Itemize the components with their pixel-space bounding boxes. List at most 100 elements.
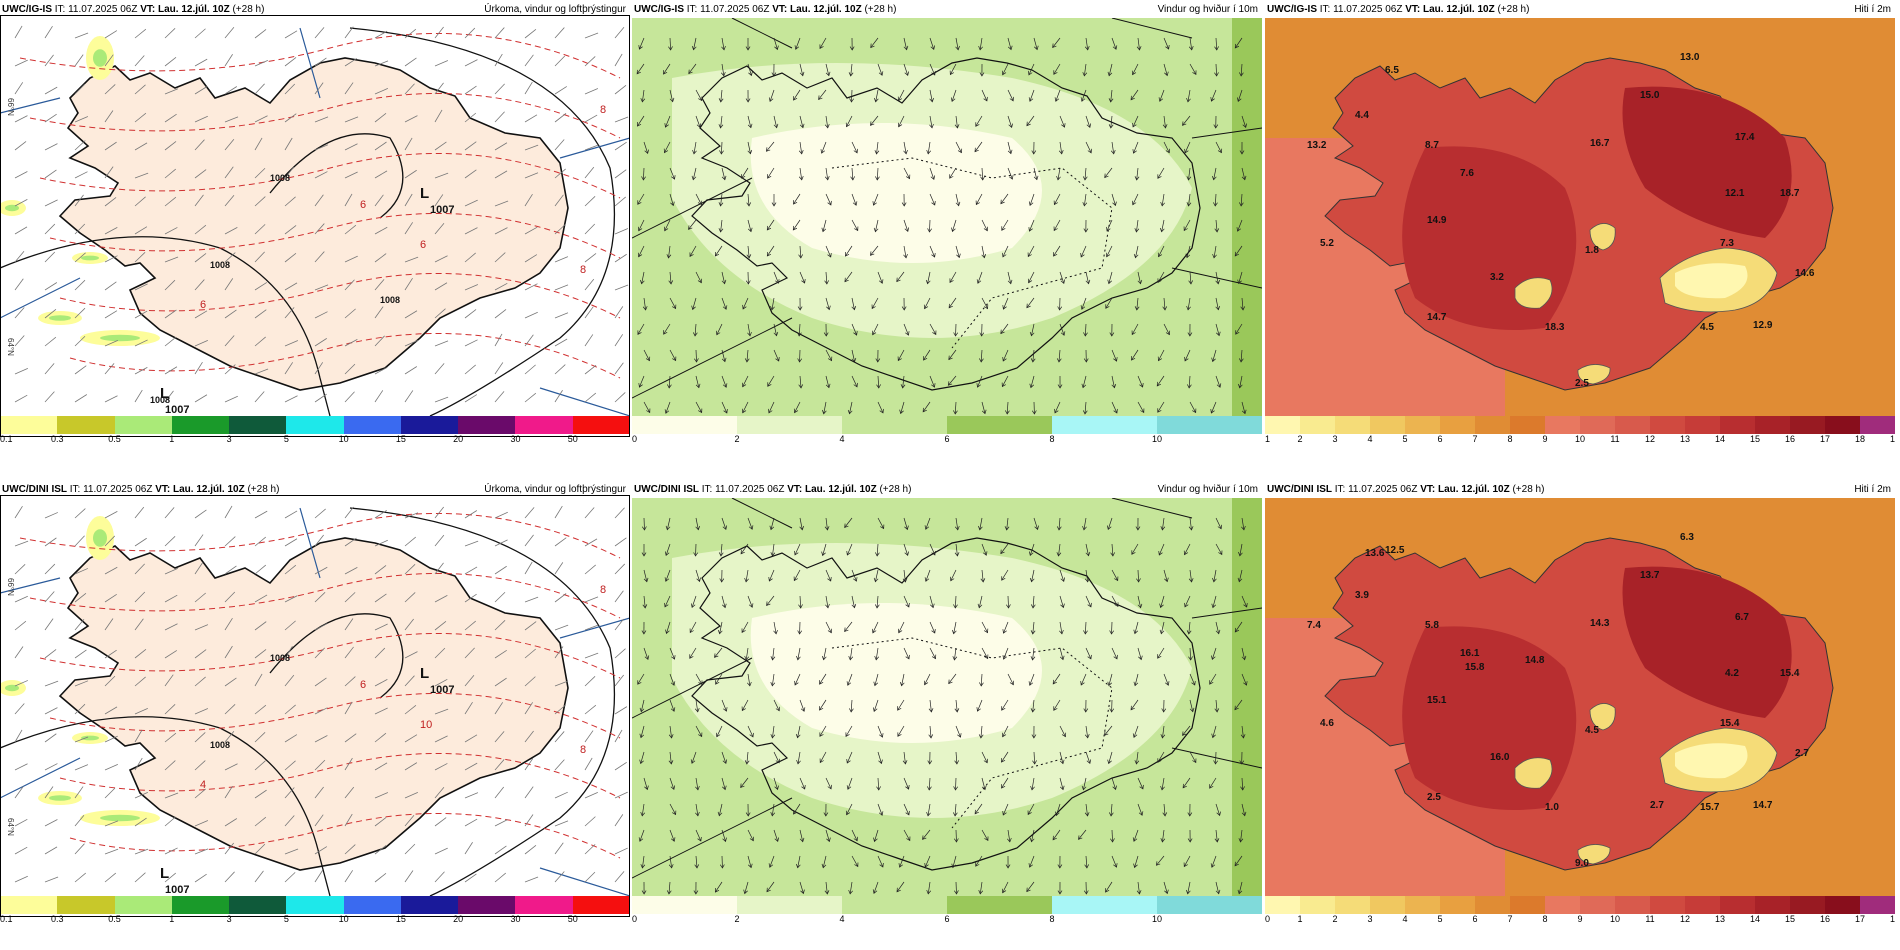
wind-arrow xyxy=(1137,881,1140,894)
wind-arrow xyxy=(773,323,777,336)
wind-arrow-head xyxy=(1160,526,1166,531)
wind-arrow-head xyxy=(954,552,960,557)
wind-barb xyxy=(584,791,598,799)
wind-arrow-head xyxy=(1112,785,1117,791)
wind-arrow-head xyxy=(1239,150,1245,155)
isotherm-label: 8 xyxy=(600,584,606,596)
wind-barb xyxy=(164,390,174,403)
legend-tick-label: 16 xyxy=(1819,914,1831,924)
wind-arrow-head xyxy=(770,552,776,557)
wind-arrow-head xyxy=(1113,408,1118,414)
wind-barb xyxy=(284,252,297,263)
wind-arrow xyxy=(955,881,957,895)
wind-barb xyxy=(134,172,149,179)
wind-arrow xyxy=(948,297,957,309)
wind-arrow xyxy=(1158,349,1165,361)
wind-arrow-head xyxy=(1132,200,1137,206)
wind-arrow xyxy=(1162,725,1165,738)
wind-barb xyxy=(434,60,449,67)
temperature-value: 7.4 xyxy=(1307,620,1321,631)
wind-arrow xyxy=(1162,517,1165,530)
wind-barb xyxy=(104,649,117,659)
wind-arrow xyxy=(746,349,749,362)
wind-arrow-head xyxy=(693,552,699,557)
wind-arrow-head xyxy=(773,123,779,129)
wind-barb xyxy=(404,564,416,575)
wind-arrow xyxy=(637,193,645,205)
wind-arrow xyxy=(929,621,936,634)
wind-arrow xyxy=(981,245,985,258)
wind-arrow-head xyxy=(721,279,727,285)
legend-colorbar xyxy=(0,416,630,434)
wind-barb xyxy=(194,253,207,263)
wind-arrow xyxy=(797,725,801,738)
legend-tick-label: 3 xyxy=(1367,914,1373,924)
panel-title: Vindur og hviður í 10m xyxy=(1157,484,1258,495)
wind-arrow-head xyxy=(1217,148,1223,154)
temperature-value: 15.1 xyxy=(1427,695,1447,706)
wind-barb xyxy=(524,226,538,235)
wind-arrow-head xyxy=(1055,811,1060,817)
wind-arrow-head xyxy=(793,810,798,815)
wind-barb xyxy=(344,116,359,123)
wind-arrow xyxy=(818,89,827,100)
wind-arrow xyxy=(695,855,698,868)
wind-arrow-head xyxy=(976,383,981,388)
wind-barb xyxy=(194,649,207,659)
wind-arrow xyxy=(929,63,936,76)
legend-tick-label: 0 xyxy=(632,914,638,924)
wind-arrow xyxy=(929,245,935,258)
wind-barb xyxy=(374,762,388,771)
wind-arrow xyxy=(981,647,989,659)
wind-arrow xyxy=(929,167,935,180)
wind-arrow xyxy=(981,777,986,790)
wind-arrow-head xyxy=(1164,71,1169,77)
wind-arrow-head xyxy=(639,279,645,285)
wind-barb xyxy=(254,336,266,347)
precip-core xyxy=(93,529,107,547)
wind-arrow xyxy=(1213,569,1217,582)
wind-barb xyxy=(584,392,597,403)
wind-arrow xyxy=(642,89,645,102)
wind-barb xyxy=(464,647,475,659)
wind-arrow-head xyxy=(1053,200,1058,206)
legend-swatch xyxy=(1265,896,1300,914)
wind-arrow xyxy=(695,517,699,530)
wind-barb xyxy=(584,32,599,39)
wind-arrow-head xyxy=(1239,760,1245,765)
temperature-value: 7.3 xyxy=(1720,238,1734,249)
wind-arrow-head xyxy=(665,525,671,531)
wind-arrow-head xyxy=(957,148,963,154)
wind-arrow-head xyxy=(637,680,642,685)
legend-swatch xyxy=(57,896,115,914)
legend-tick-label: 30 xyxy=(510,914,521,924)
wind-arrow xyxy=(950,63,957,75)
wind-barb xyxy=(524,786,534,799)
legend-swatch xyxy=(1650,416,1685,434)
wind-barb xyxy=(314,223,325,235)
wind-barb xyxy=(404,734,418,743)
legend-swatch xyxy=(572,416,630,434)
wind-barb xyxy=(284,137,293,151)
wind-barb xyxy=(404,536,417,547)
wind-arrow-head xyxy=(845,252,850,257)
wind-barb xyxy=(344,844,356,855)
wind-arrow xyxy=(1085,141,1092,153)
wind-arrow-head xyxy=(953,786,958,791)
wind-arrow-head xyxy=(1192,408,1197,414)
wind-barb xyxy=(314,311,328,319)
wind-arrow-head xyxy=(1186,176,1192,181)
wind-arrow xyxy=(799,595,802,608)
wind-barb xyxy=(464,309,477,319)
wind-arrow xyxy=(773,777,778,790)
wind-arrow xyxy=(1084,621,1087,635)
map-area xyxy=(632,18,1262,416)
wind-barb xyxy=(464,842,473,855)
wind-barb xyxy=(194,760,206,771)
wind-arrow-head xyxy=(798,176,804,181)
wind-barb xyxy=(584,56,596,67)
wind-barb xyxy=(494,872,507,883)
wind-arrow-head xyxy=(983,758,988,764)
wind-barb xyxy=(374,707,388,715)
wind-arrow-head xyxy=(1032,760,1037,765)
